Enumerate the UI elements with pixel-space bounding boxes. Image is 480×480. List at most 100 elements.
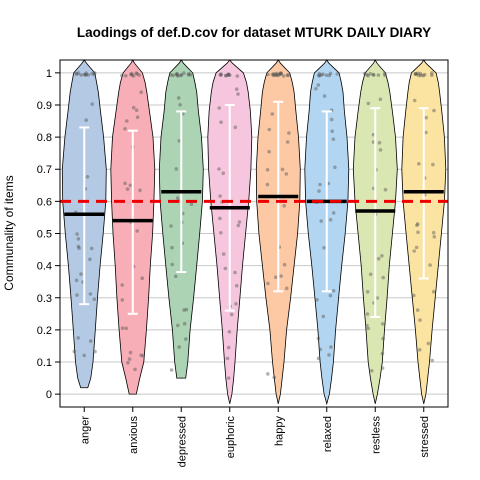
y-tick-label: 0 [46,389,52,401]
data-point [382,71,387,76]
data-point [120,283,124,287]
data-point [415,222,420,226]
data-point [182,308,186,312]
data-point [233,270,237,275]
data-point [414,245,419,250]
data-point [266,281,270,286]
data-point [187,71,191,76]
data-point [284,172,289,176]
data-point [227,330,232,334]
data-point [426,341,431,346]
data-point [414,72,418,76]
data-point [329,117,334,122]
data-point [169,224,173,228]
data-point [328,293,333,298]
data-point [366,101,371,106]
data-point [321,314,326,319]
data-point [130,73,134,77]
data-point [271,73,276,78]
data-point [223,266,228,271]
data-point [381,336,385,341]
data-point [221,252,226,256]
data-point [417,348,422,352]
data-point [92,72,97,77]
data-point [92,71,97,75]
data-point [333,165,337,170]
data-point [383,187,388,192]
data-point [177,139,182,143]
data-point [376,73,381,77]
data-point [419,73,423,78]
data-point [123,127,127,131]
data-point [418,71,423,76]
data-point [186,73,191,77]
data-point [318,182,322,187]
data-point [270,72,275,77]
data-point [416,73,421,78]
data-point [175,71,179,76]
data-point [274,275,278,280]
data-point [365,290,370,294]
data-point [331,211,336,215]
data-point [376,256,381,261]
data-point [179,73,184,77]
data-point [412,98,417,103]
data-point [124,74,128,78]
data-point [139,90,143,94]
data-point [74,72,79,76]
data-point [318,347,323,352]
data-point [236,223,241,228]
y-tick-label: 0.4 [37,261,52,273]
data-point [322,246,326,250]
data-point [138,188,142,193]
x-tick-label: euphoric [225,416,237,459]
data-point [383,73,387,78]
data-point [236,92,240,96]
data-point [421,73,426,78]
data-point [131,105,136,110]
data-point [366,73,371,78]
data-point [284,286,289,291]
data-point [189,202,194,206]
data-point [170,262,174,267]
data-point [217,167,221,171]
data-point [175,73,180,77]
data-point [233,125,238,130]
data-point [281,74,286,78]
data-point [424,115,428,120]
data-point [431,162,435,167]
data-point [272,375,277,380]
data-point [431,230,436,235]
data-point [184,307,189,312]
data-point [275,73,280,78]
data-point [266,72,270,77]
data-point [317,71,322,76]
data-point [128,350,133,355]
data-point [327,73,332,78]
data-point [267,127,272,132]
data-point [82,353,86,358]
data-point [88,339,93,343]
x-tick-label: stressed [419,416,431,458]
data-point [272,72,276,76]
data-point [273,73,278,77]
data-point [82,72,87,77]
data-point [371,73,376,77]
data-point [276,73,281,77]
data-point [169,368,174,372]
data-point [219,73,223,77]
data-point [380,322,385,326]
data-point [229,312,234,317]
data-point [265,182,270,187]
data-point [93,349,97,354]
data-point [316,356,321,361]
data-point [120,298,125,302]
data-point [235,74,240,78]
data-point [134,108,139,112]
data-point [317,73,321,78]
data-point [378,97,383,102]
y-tick-label: 0.2 [37,325,52,337]
data-point [280,167,285,172]
data-point [324,73,329,77]
data-point [279,274,283,278]
